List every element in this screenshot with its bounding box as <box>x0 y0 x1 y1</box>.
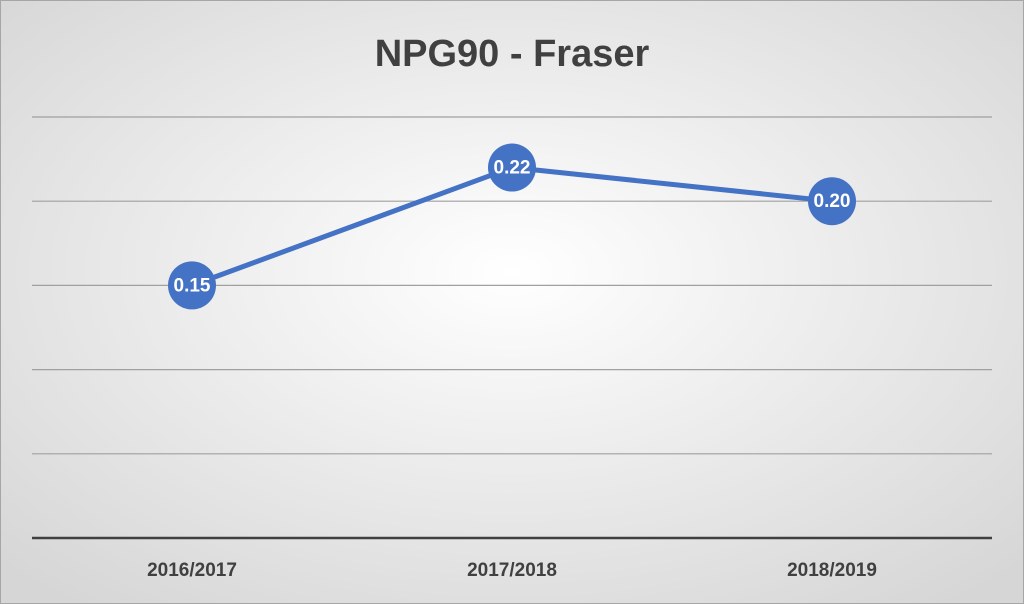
x-tick-label: 2018/2019 <box>787 560 877 581</box>
x-tick-label: 2017/2018 <box>467 560 557 581</box>
chart-title: NPG90 - Fraser <box>375 33 650 75</box>
data-point <box>168 261 216 310</box>
data-label: 0.20 <box>814 191 851 212</box>
x-tick-label: 2016/2017 <box>147 560 237 581</box>
data-point <box>808 177 856 226</box>
data-label: 0.22 <box>494 158 531 179</box>
data-label: 0.15 <box>174 275 211 296</box>
data-point <box>488 143 536 192</box>
